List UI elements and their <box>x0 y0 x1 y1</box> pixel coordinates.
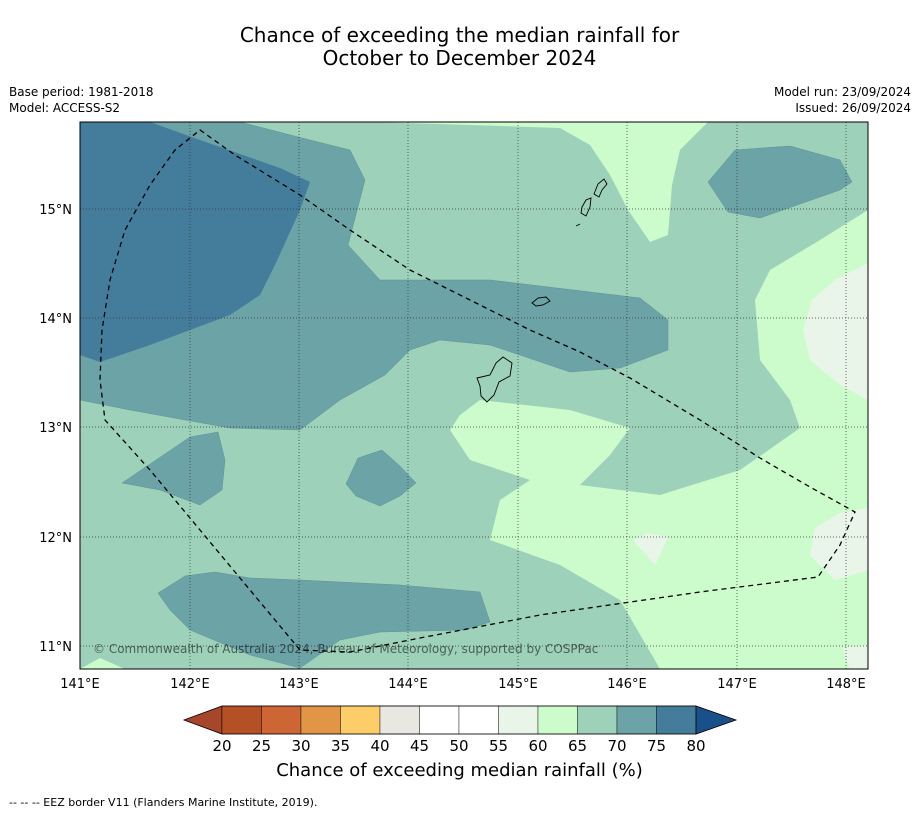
field-70-75-blob-b <box>345 449 417 507</box>
map-title-line1: Chance of exceeding the median rainfall … <box>239 23 680 47</box>
lat-tick-label: 12°N <box>39 531 72 546</box>
colorbar-bin <box>498 705 539 735</box>
plot-frame <box>79 121 869 670</box>
colorbar-tick-label: 30 <box>291 737 310 755</box>
colorbar-tick-label: 65 <box>568 737 587 755</box>
latitude-labels: 15°N 14°N 13°N 12°N 11°N <box>39 203 72 655</box>
colorbar-tick-label: 55 <box>489 737 508 755</box>
colorbar-extend-low <box>182 705 223 735</box>
eez-border <box>99 129 856 653</box>
colorbar-tick-label: 20 <box>212 737 231 755</box>
issued-label: Issued: 26/09/2024 <box>795 101 911 115</box>
probability-field <box>80 122 868 669</box>
colorbar-tick-label: 80 <box>686 737 705 755</box>
colorbar-bin <box>261 705 302 735</box>
colorbar-tick-label: 40 <box>370 737 389 755</box>
colorbar-bin <box>656 705 697 735</box>
colorbar-outline <box>222 705 696 735</box>
colorbar-tick-label: 45 <box>410 737 429 755</box>
model-label: Model: ACCESS-S2 <box>9 101 121 115</box>
island-rota <box>531 296 551 307</box>
lon-tick-label: 141°E <box>60 677 100 692</box>
lat-tick-label: 11°N <box>39 640 72 655</box>
lon-tick-label: 148°E <box>826 677 866 692</box>
field-55-60-east <box>803 263 868 400</box>
islands <box>476 178 608 403</box>
colorbar-bin <box>221 705 262 735</box>
colorbar-tick-label: 35 <box>331 737 350 755</box>
base-period-label: Base period: 1981-2018 <box>9 85 154 99</box>
colorbar-bin <box>419 705 460 735</box>
colorbar: 20 25 30 35 40 45 50 55 60 65 70 75 80 <box>182 705 738 755</box>
lon-tick-label: 144°E <box>388 677 428 692</box>
field-75-80-west <box>80 122 310 362</box>
graticule <box>80 122 868 669</box>
lat-tick-label: 13°N <box>39 421 72 436</box>
island-saipan <box>593 178 608 198</box>
field-55-60-blob <box>633 533 668 565</box>
field-60-65-southeast <box>450 210 868 669</box>
field-60-65-east <box>372 122 708 242</box>
colorbar-extend-high <box>695 705 738 735</box>
island-tinian <box>580 197 592 217</box>
colorbar-tick-label: 25 <box>252 737 271 755</box>
longitude-labels: 141°E 142°E 143°E 144°E 145°E 146°E 147°E 148°E <box>60 677 866 692</box>
colorbar-bin <box>537 705 578 735</box>
lon-tick-label: 143°E <box>279 677 319 692</box>
colorbar-tick-label: 50 <box>449 737 468 755</box>
field-70-75-south <box>157 571 491 669</box>
colorbar-bin <box>300 705 341 735</box>
colorbar-bin <box>458 705 499 735</box>
lon-tick-label: 145°E <box>498 677 538 692</box>
colorbar-title: Chance of exceeding median rainfall (%) <box>276 760 643 781</box>
field-60-65-sw-corner <box>80 658 125 669</box>
lon-tick-label: 142°E <box>170 677 210 692</box>
lat-tick-label: 14°N <box>39 312 72 327</box>
colorbar-bin <box>616 705 657 735</box>
lon-tick-label: 147°E <box>717 677 757 692</box>
field-55-60-se-corner <box>842 645 868 669</box>
lon-tick-label: 146°E <box>607 677 647 692</box>
lat-tick-label: 15°N <box>39 203 72 218</box>
island-aguijan <box>575 223 581 227</box>
field-70-75-ne <box>707 145 853 219</box>
colorbar-bin <box>340 705 381 735</box>
colorbar-bin <box>379 705 420 735</box>
colorbar-bin <box>577 705 618 735</box>
copyright-notice: © Commonwealth of Australia 2024, Bureau… <box>93 642 598 656</box>
colorbar-tick-label: 70 <box>607 737 626 755</box>
model-run-label: Model run: 23/09/2024 <box>773 85 911 99</box>
eez-legend-note: -- -- -- EEZ border V11 (Flanders Marine… <box>9 796 318 809</box>
field-70-75-blob-a <box>121 431 226 506</box>
colorbar-tick-label: 75 <box>647 737 666 755</box>
island-guam <box>476 356 513 403</box>
field-55-60-se <box>810 508 868 580</box>
colorbar-tick-label: 60 <box>528 737 547 755</box>
map-title-line2: October to December 2024 <box>322 46 597 70</box>
